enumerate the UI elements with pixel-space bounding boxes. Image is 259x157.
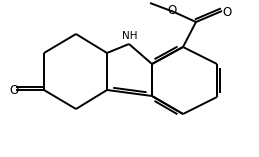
Text: NH: NH (122, 31, 138, 41)
Text: O: O (9, 84, 19, 97)
Text: O: O (167, 3, 177, 16)
Text: O: O (222, 5, 232, 19)
